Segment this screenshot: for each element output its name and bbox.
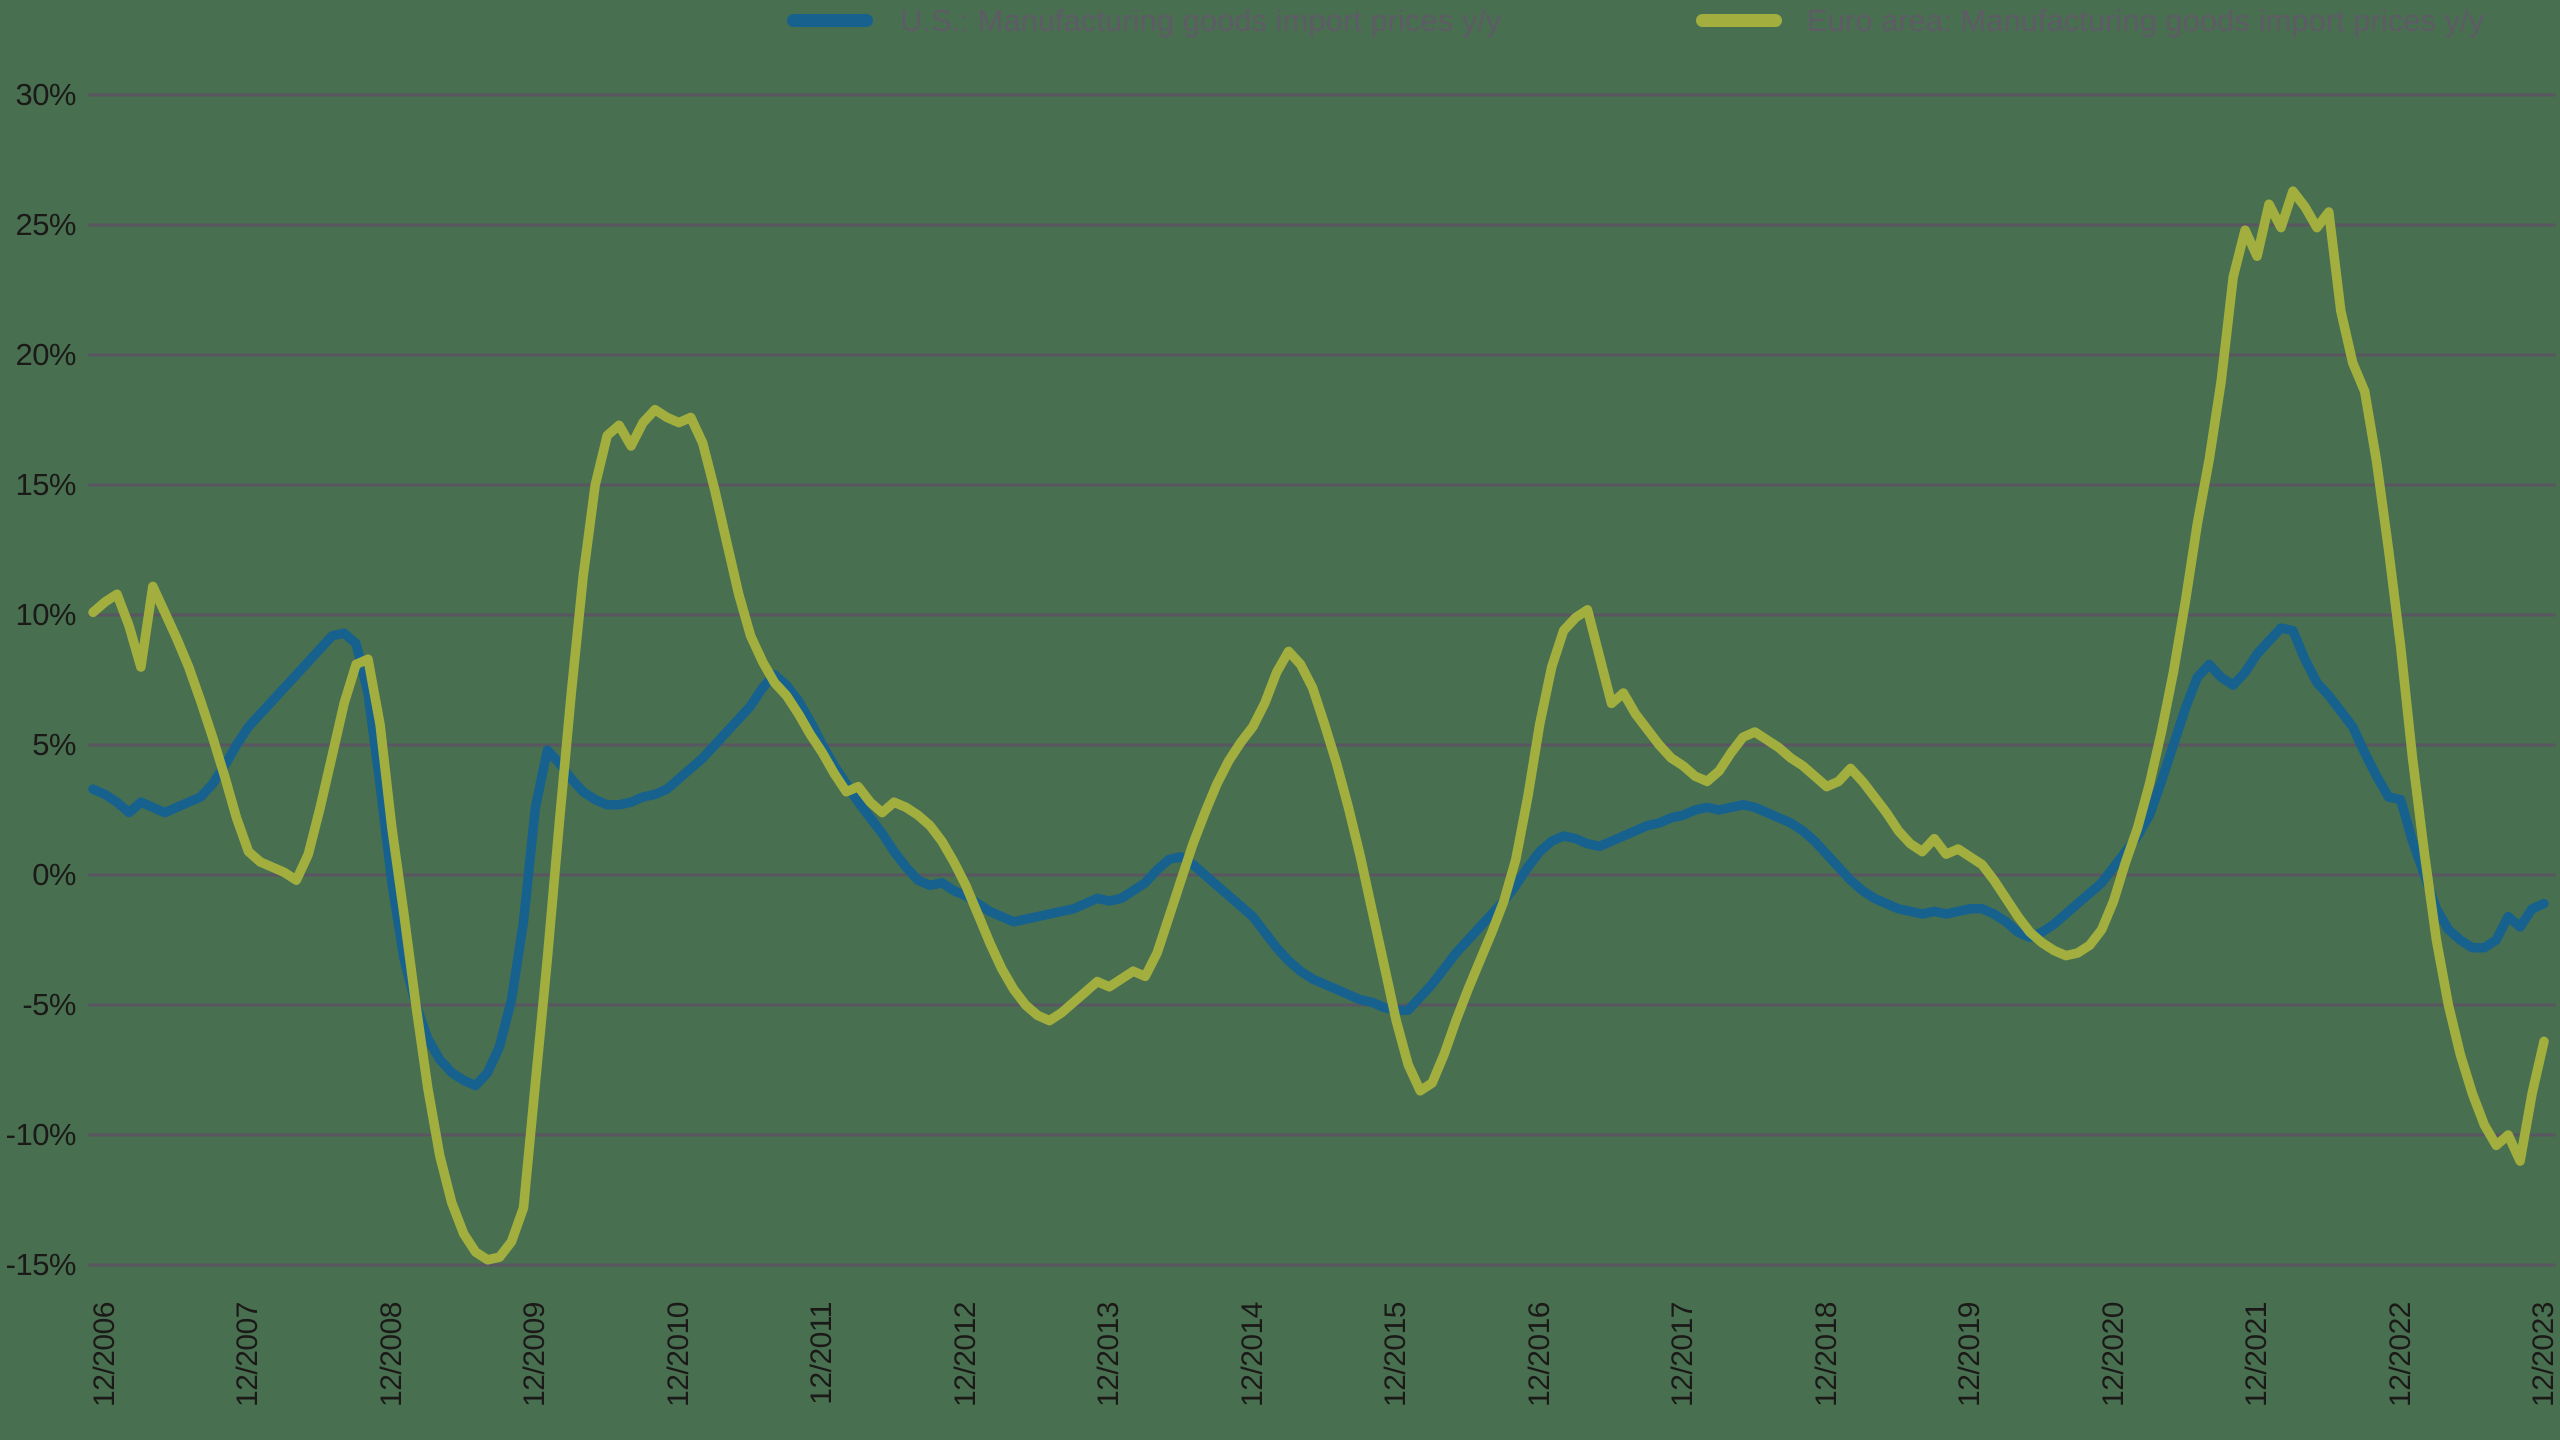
x-tick-label: 12/2019: [1953, 1302, 1987, 1407]
x-tick-label: 12/2013: [1092, 1302, 1126, 1407]
euro-legend-label: Euro area: Manufacturing goods import pr…: [1807, 3, 2485, 38]
y-tick-label: 15%: [15, 467, 76, 502]
euro-legend-marker: [1696, 14, 1782, 27]
x-tick-label: 12/2016: [1522, 1302, 1556, 1407]
y-tick-label: 10%: [15, 597, 76, 632]
x-tick-label: 12/2022: [2383, 1302, 2417, 1407]
horizontal-gridlines: [88, 93, 2556, 1267]
x-tick-label: 12/2010: [661, 1302, 695, 1407]
y-tick-label: -10%: [5, 1117, 77, 1152]
x-tick-label: 12/2021: [2240, 1302, 2274, 1407]
us-legend-marker: [787, 14, 873, 27]
us-legend-label: U.S.: Manufacturing goods import prices …: [900, 3, 1502, 38]
y-tick-label: 30%: [15, 77, 76, 112]
y-tick-label: 20%: [15, 337, 76, 372]
x-tick-label: 12/2023: [2527, 1302, 2560, 1407]
x-tick-label: 12/2014: [1235, 1302, 1269, 1407]
y-tick-label: -15%: [5, 1247, 77, 1282]
euro-series-line: [88, 186, 2549, 1265]
x-tick-label: 12/2018: [1809, 1302, 1843, 1407]
x-tick-label: 12/2006: [88, 1302, 121, 1407]
x-tick-label: 12/2020: [2096, 1302, 2130, 1407]
x-tick-label: 12/2011: [805, 1302, 839, 1405]
x-tick-label: 12/2015: [1379, 1302, 1413, 1407]
x-tick-label: 12/2017: [1666, 1302, 1700, 1407]
y-tick-label: 5%: [32, 727, 76, 762]
y-tick-label: -5%: [22, 987, 76, 1022]
x-tick-label: 12/2009: [518, 1302, 552, 1407]
x-tick-label: 12/2008: [374, 1302, 408, 1407]
x-tick-label: 12/2012: [948, 1302, 982, 1407]
y-tick-label: 25%: [15, 207, 76, 242]
y-tick-label: 0%: [32, 857, 76, 892]
x-tick-label: 12/2007: [231, 1302, 265, 1407]
